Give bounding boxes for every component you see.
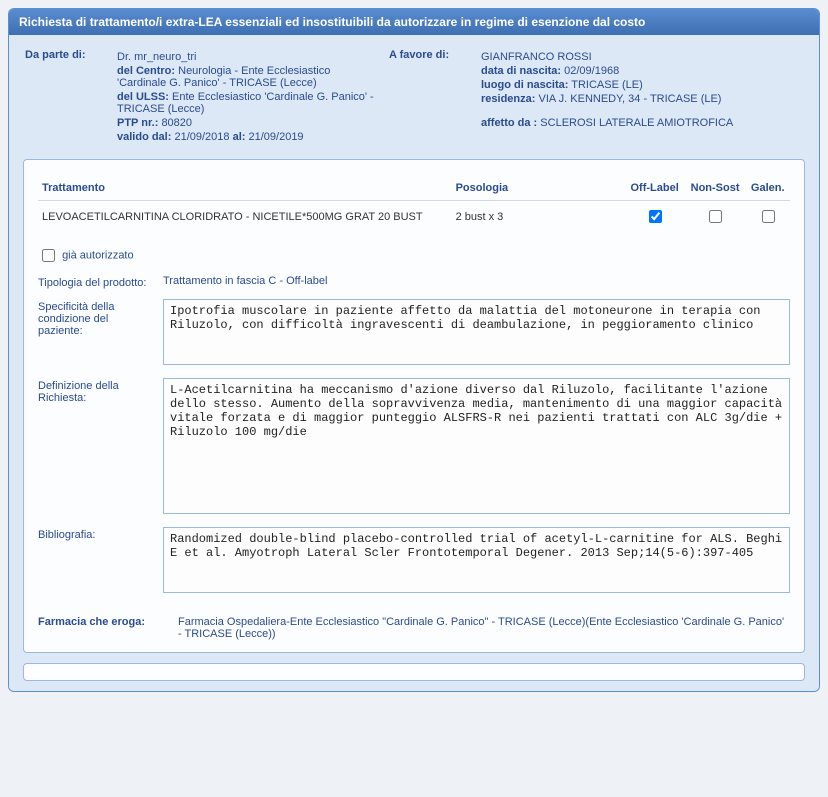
meta-table: Da parte di: Dr. mr_neuro_tri del Centro… (23, 45, 805, 149)
specificita-label: Specificità della condizione del pazient… (38, 299, 163, 337)
ptp-value: 80820 (161, 117, 192, 129)
patient-name: GIANFRANCO ROSSI (481, 51, 797, 63)
affected-label: affetto da : (481, 117, 537, 129)
galen-checkbox[interactable] (762, 210, 775, 223)
td-trattamento: LEVOACETILCARNITINA CLORIDRATO - NICETIL… (38, 201, 452, 233)
ptp-label: PTP nr.: (117, 117, 158, 129)
request-panel: Richiesta di trattamento/i extra-LEA ess… (8, 8, 820, 692)
td-posologia: 2 bust x 3 (452, 201, 625, 233)
residence-label: residenza: (481, 93, 535, 105)
for-label: A favore di: (389, 47, 479, 147)
th-nonsost: Non-Sost (685, 176, 746, 201)
treatment-table: Trattamento Posologia Off-Label Non-Sost… (38, 176, 790, 232)
panel-body: Da parte di: Dr. mr_neuro_tri del Centro… (9, 35, 819, 691)
from-label: Da parte di: (25, 47, 115, 147)
centro-label: del Centro: (117, 65, 175, 77)
authorized-row: già autorizzato (38, 246, 790, 265)
affected-value: SCLEROSI LATERALE AMIOTROFICA (540, 117, 733, 129)
th-galen: Galen. (745, 176, 790, 201)
valido-dal-label: valido dal: (117, 131, 171, 143)
birthplace-value: TRICASE (LE) (571, 79, 643, 91)
table-row: LEVOACETILCARNITINA CLORIDRATO - NICETIL… (38, 201, 790, 233)
ulss-label: del ULSS: (117, 91, 169, 103)
valido-al-label: al: (233, 131, 246, 143)
definizione-textarea[interactable] (163, 378, 790, 514)
authorized-label: già autorizzato (62, 249, 134, 261)
offlabel-checkbox[interactable] (649, 210, 662, 223)
tipologia-label: Tipologia del prodotto: (38, 275, 163, 289)
panel-title: Richiesta di trattamento/i extra-LEA ess… (9, 9, 819, 35)
residence-value: VIA J. KENNEDY, 34 - TRICASE (LE) (538, 93, 721, 105)
tipologia-value: Trattamento in fascia C - Off-label (163, 275, 790, 287)
valido-al-value: 21/09/2019 (249, 131, 304, 143)
specificita-textarea[interactable] (163, 299, 790, 365)
th-offlabel: Off-Label (625, 176, 685, 201)
bibliografia-label: Bibliografia: (38, 527, 163, 541)
definizione-label: Definizione della Richiesta: (38, 378, 163, 404)
birthplace-label: luogo di nascita: (481, 79, 568, 91)
th-trattamento: Trattamento (38, 176, 452, 201)
dob-label: data di nascita: (481, 65, 561, 77)
empty-panel (23, 663, 805, 681)
valido-dal-value: 21/09/2018 (174, 131, 229, 143)
th-posologia: Posologia (452, 176, 625, 201)
dob-value: 02/09/1968 (564, 65, 619, 77)
pharmacy-label: Farmacia che eroga: (38, 616, 178, 640)
bibliografia-textarea[interactable] (163, 527, 790, 593)
authorized-checkbox[interactable] (42, 249, 55, 262)
nonsost-checkbox[interactable] (709, 210, 722, 223)
pharmacy-value: Farmacia Ospedaliera-Ente Ecclesiastico … (178, 616, 790, 640)
treatment-panel: Trattamento Posologia Off-Label Non-Sost… (23, 159, 805, 653)
doctor-name: Dr. mr_neuro_tri (117, 51, 381, 63)
